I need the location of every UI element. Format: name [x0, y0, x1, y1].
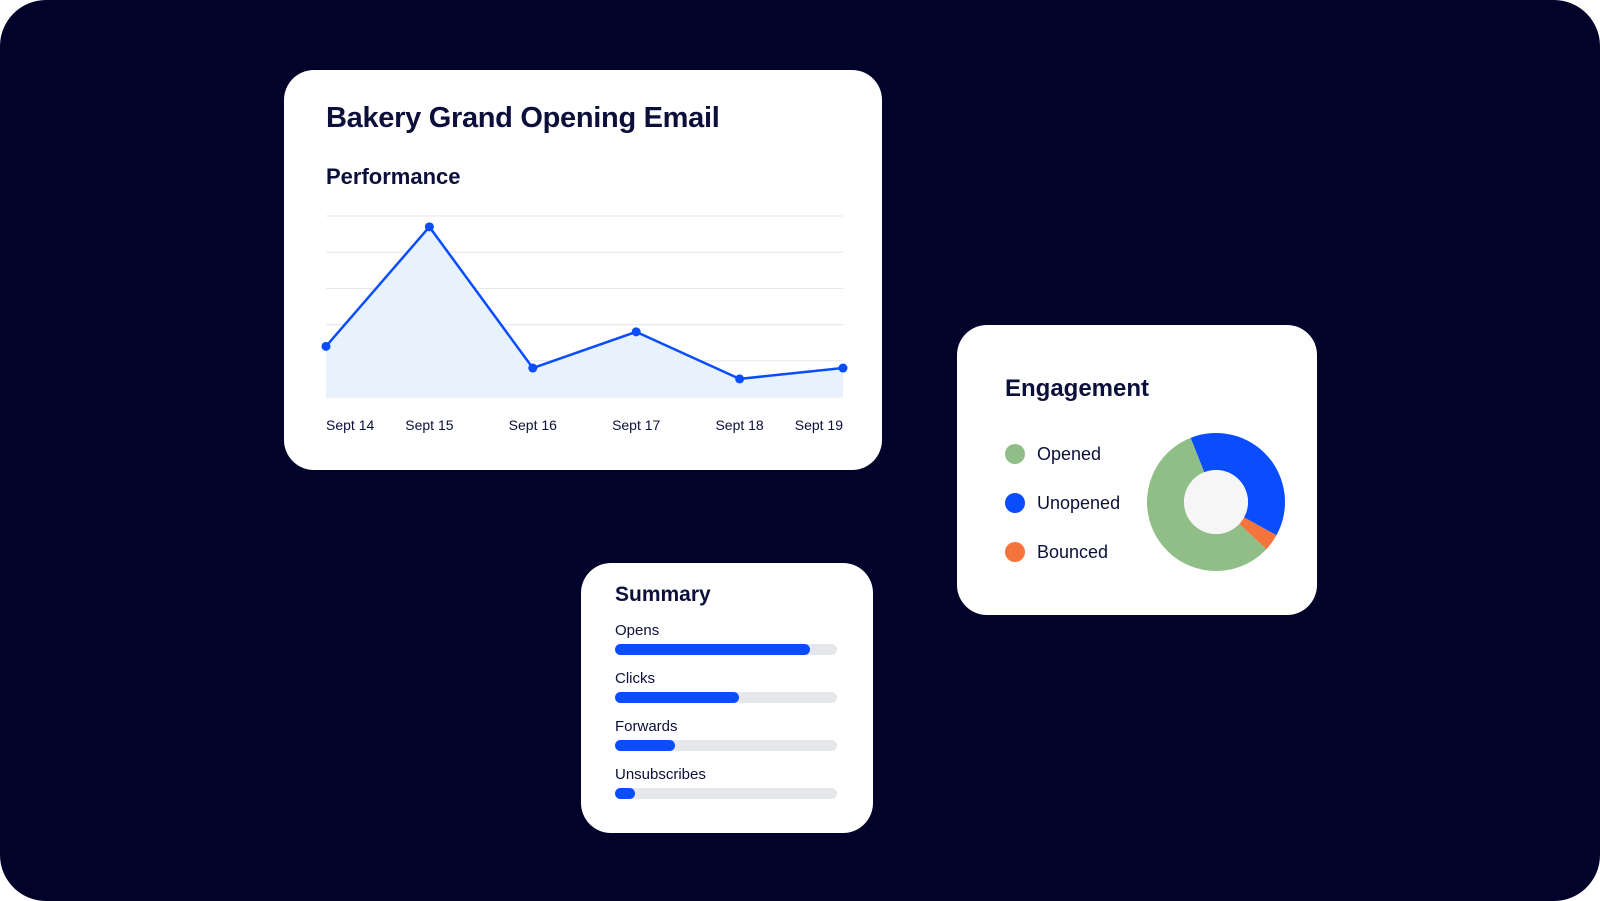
x-tick-label: Sept 19 [795, 417, 843, 433]
x-tick-label: Sept 16 [509, 417, 557, 433]
data-point [631, 327, 641, 337]
metric-track-clicks [615, 692, 837, 703]
legend-label-unopened: Unopened [1037, 492, 1121, 513]
data-point [424, 222, 434, 232]
legend-dot-opened [1005, 444, 1025, 464]
legend-item-unopened: Unopened [1005, 491, 1120, 515]
metric-clicks: Clicks [615, 669, 837, 703]
performance-chart: Sept 14 Sept 15 Sept 16 Sept 17 Sept 18 Sept … [321, 215, 848, 433]
metric-track-opens [615, 644, 837, 655]
series-line [325, 225, 844, 381]
data-point [838, 363, 848, 373]
summary-card: Summary Opens Clicks Forwards Unsubscrib… [581, 563, 873, 833]
legend-label-bounced: Bounced [1037, 541, 1109, 562]
metric-label-unsubscribes: Unsubscribes [615, 766, 706, 783]
metric-bar-clicks [615, 692, 740, 703]
metric-label-forwards: Forwards [615, 718, 678, 735]
engagement-card: Engagement Opened Unopened Bounced [957, 325, 1317, 615]
legend-item-opened: Opened [1005, 442, 1101, 466]
performance-heading: Performance [326, 164, 461, 189]
data-point [735, 374, 745, 384]
metric-forwards: Forwards [615, 717, 837, 751]
metric-bar-unsubscribes [615, 788, 635, 799]
donut-slice-unopened [1190, 433, 1285, 536]
x-tick-label: Sept 14 [326, 417, 374, 433]
legend-dot-unopened [1005, 493, 1025, 513]
engagement-donut-chart [1147, 433, 1285, 571]
performance-card: Bakery Grand Opening Email Performance S… [284, 70, 882, 470]
engagement-heading: Engagement [1005, 375, 1150, 402]
series-area [326, 226, 843, 397]
legend-item-bounced: Bounced [1005, 540, 1108, 564]
metric-label-opens: Opens [615, 622, 660, 639]
metric-track-forwards [615, 740, 837, 751]
metric-bar-forwards [615, 740, 675, 751]
donut-hole [1184, 470, 1248, 534]
metric-bar-opens [615, 644, 811, 655]
donut-slice-opened [1147, 437, 1267, 571]
data-point [321, 341, 331, 351]
x-tick-label: Sept 17 [612, 417, 660, 433]
x-tick-label: Sept 18 [715, 417, 763, 433]
metric-opens: Opens [615, 621, 837, 655]
summary-heading: Summary [615, 583, 711, 606]
metric-label-clicks: Clicks [615, 670, 655, 687]
metric-unsubscribes: Unsubscribes [615, 765, 837, 799]
data-point [528, 363, 538, 373]
email-title: Bakery Grand Opening Email [326, 102, 720, 134]
x-tick-label: Sept 15 [405, 417, 453, 433]
legend-dot-bounced [1005, 542, 1025, 562]
metric-track-unsubscribes [615, 788, 837, 799]
donut-slice-bounced [1239, 517, 1277, 550]
legend-label-opened: Opened [1037, 443, 1102, 464]
